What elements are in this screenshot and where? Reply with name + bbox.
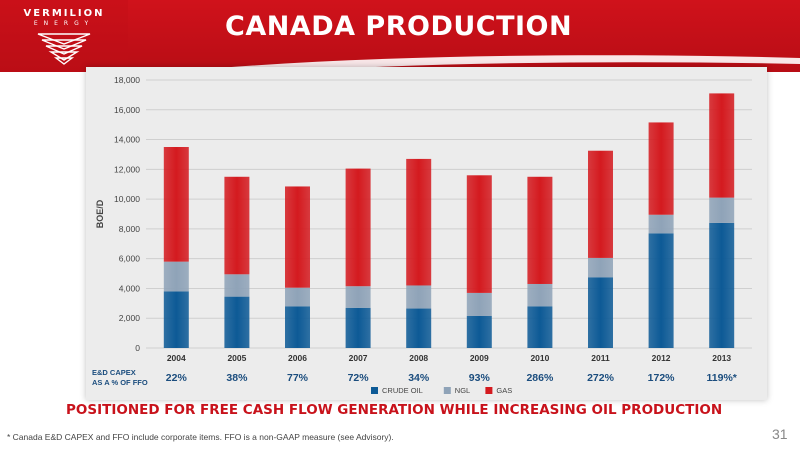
bar-gas xyxy=(466,175,492,293)
page-number: 31 xyxy=(772,426,788,442)
bar-gas xyxy=(588,150,613,258)
bar-gas xyxy=(285,186,310,288)
bar-crude-oil xyxy=(163,291,189,348)
capex-value: 72% xyxy=(348,372,370,384)
bar-gas xyxy=(345,168,371,287)
logo-subtitle: ENERGY xyxy=(33,20,95,27)
bar-ngl xyxy=(709,197,735,223)
slide-title: CANADA PRODUCTION xyxy=(225,11,573,42)
y-tick-label: 6,000 xyxy=(119,254,141,264)
legend-label: NGL xyxy=(455,386,470,395)
legend-swatch xyxy=(485,387,493,394)
bar-crude-oil xyxy=(285,306,310,348)
x-tick-label: 2013 xyxy=(712,353,731,363)
bar-ngl xyxy=(224,274,250,297)
legend-label: CRUDE OIL xyxy=(382,386,423,395)
capex-value: 119%* xyxy=(707,372,738,384)
y-tick-label: 16,000 xyxy=(114,105,140,115)
x-tick-label: 2004 xyxy=(167,353,186,363)
logo-name: VERMILION xyxy=(23,8,105,19)
legend-swatch xyxy=(371,387,378,394)
capex-label: AS A % OF FFO xyxy=(92,378,148,387)
logo-chevron-icon xyxy=(37,33,91,65)
y-tick-label: 8,000 xyxy=(119,224,141,234)
bar-crude-oil xyxy=(709,222,735,348)
capex-value: 34% xyxy=(408,372,430,384)
capex-value: 77% xyxy=(287,372,309,384)
bar-ngl xyxy=(163,261,189,292)
x-tick-label: 2010 xyxy=(530,353,549,363)
bar-crude-oil xyxy=(588,277,613,348)
footnote: * Canada E&D CAPEX and FFO include corpo… xyxy=(7,432,394,442)
capex-value: 22% xyxy=(166,372,188,384)
bar-ngl xyxy=(345,286,371,308)
y-tick-label: 14,000 xyxy=(114,135,140,145)
bar-gas xyxy=(163,147,189,262)
bar-ngl xyxy=(648,214,674,234)
bar-crude-oil xyxy=(224,296,250,348)
tagline: POSITIONED FOR FREE CASH FLOW GENERATION… xyxy=(66,402,723,418)
y-tick-label: 0 xyxy=(135,343,140,353)
x-tick-label: 2006 xyxy=(288,353,307,363)
y-axis-label: BOE/D xyxy=(95,199,105,228)
bar-crude-oil xyxy=(527,306,553,348)
stacked-bar-chart: 0 2,000 4,000 6,000 8,000 10,000 12,000 14,000 1… xyxy=(92,75,752,395)
legend-label: GAS xyxy=(496,386,512,395)
bar-crude-oil xyxy=(648,233,674,348)
x-tick-label: 2008 xyxy=(409,353,428,363)
bar-ngl xyxy=(406,285,432,309)
bar-ngl xyxy=(466,292,492,316)
capex-value: 93% xyxy=(469,372,491,384)
x-tick-label: 2012 xyxy=(652,353,671,363)
vermilion-logo: VERMILION ENERGY xyxy=(0,0,128,72)
bar-ngl xyxy=(527,283,553,307)
chart-panel: 0 2,000 4,000 6,000 8,000 10,000 12,000 14,000 1… xyxy=(86,67,767,400)
x-tick-label: 2009 xyxy=(470,353,489,363)
capex-value: 272% xyxy=(587,372,615,384)
bar-ngl xyxy=(588,257,613,278)
x-tick-label: 2005 xyxy=(227,353,246,363)
y-tick-label: 2,000 xyxy=(119,313,141,323)
x-tick-label: 2011 xyxy=(591,353,610,363)
y-tick-label: 10,000 xyxy=(114,194,140,204)
bar-gas xyxy=(648,122,674,215)
bar-gas xyxy=(224,176,250,275)
x-tick-label: 2007 xyxy=(349,353,368,363)
y-tick-label: 18,000 xyxy=(114,75,140,85)
bar-crude-oil xyxy=(406,308,432,348)
bar-crude-oil xyxy=(345,307,371,348)
capex-value: 38% xyxy=(226,372,248,384)
bar-ngl xyxy=(285,287,310,307)
y-tick-label: 12,000 xyxy=(114,164,140,174)
capex-value: 286% xyxy=(526,372,554,384)
bar-crude-oil xyxy=(466,315,492,348)
bar-gas xyxy=(709,93,735,198)
bar-gas xyxy=(406,158,432,286)
y-tick-label: 4,000 xyxy=(119,283,141,293)
capex-label: E&D CAPEX xyxy=(92,368,136,377)
capex-value: 172% xyxy=(648,372,676,384)
legend-swatch xyxy=(443,387,451,394)
bar-gas xyxy=(527,176,553,284)
